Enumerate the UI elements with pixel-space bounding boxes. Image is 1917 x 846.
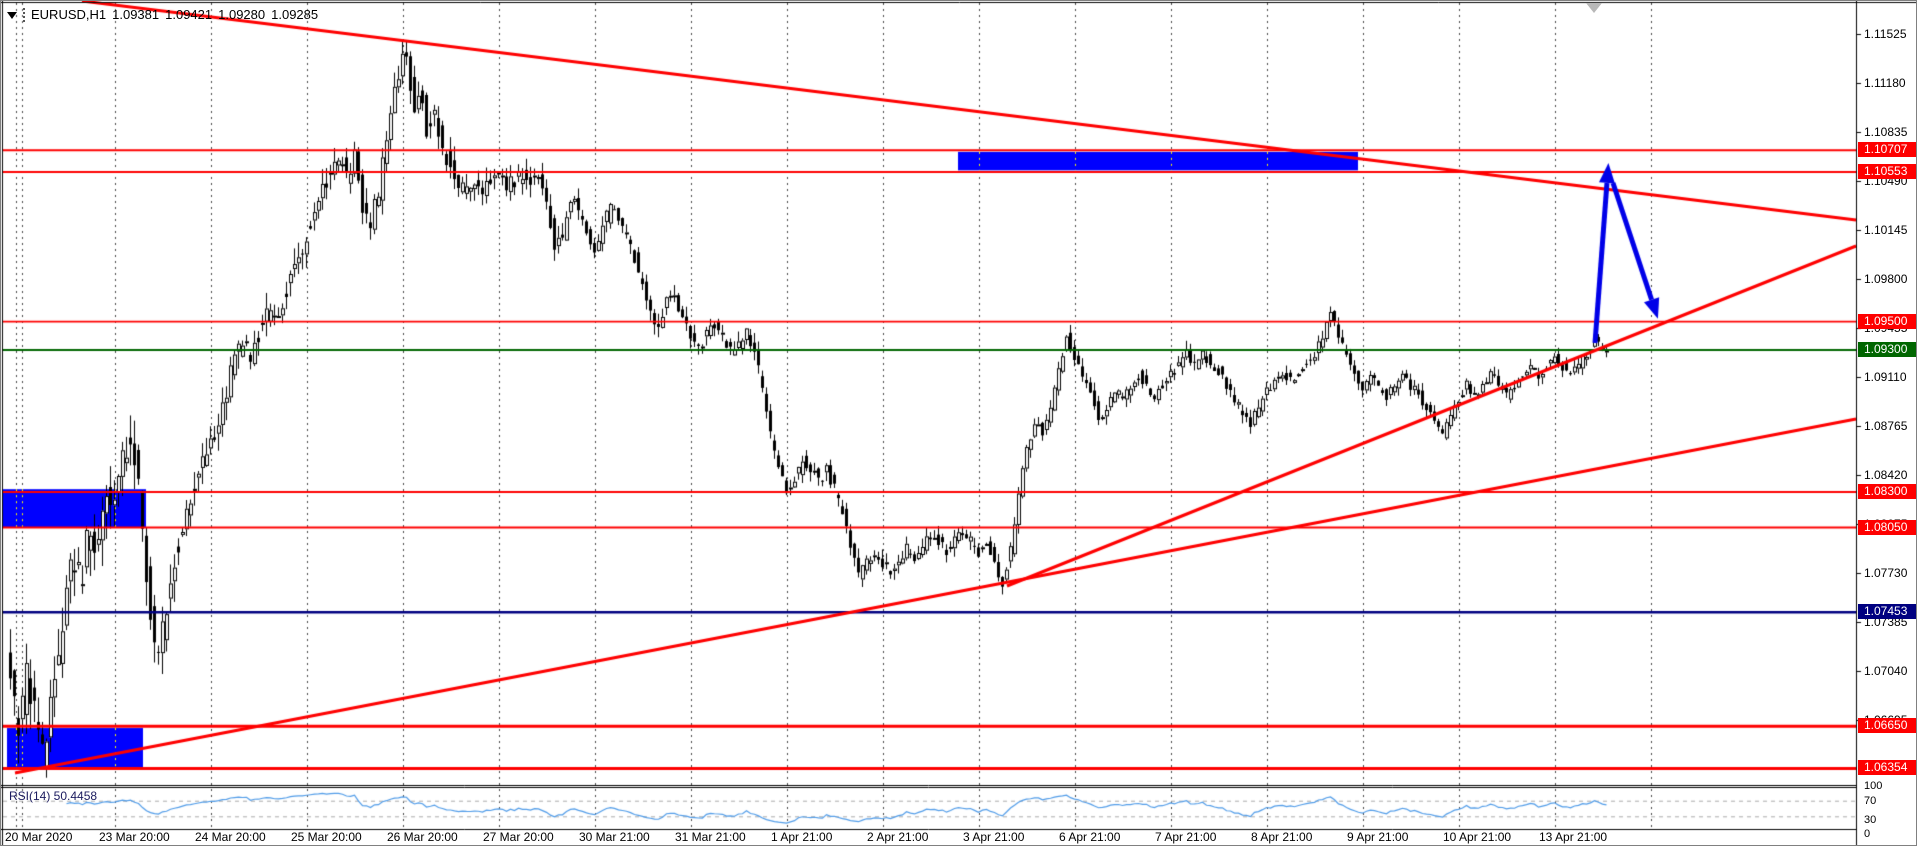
chart-dropdown-icon[interactable] (7, 12, 17, 19)
price-level-badge: 1.08050 (1858, 519, 1916, 535)
price-tick-label: 1.10145 (1864, 222, 1908, 237)
price-level-badge: 1.06354 (1858, 760, 1916, 776)
quote-high: 1.09421 (165, 7, 213, 22)
price-tick-label: 1.08765 (1864, 418, 1908, 433)
time-tick-label: 30 Mar 21:00 (579, 830, 650, 844)
rsi-tick-label: 30 (1864, 814, 1877, 827)
price-tick-label: 1.09800 (1864, 271, 1908, 286)
autoscroll-marker-icon[interactable] (1586, 3, 1602, 13)
header-divider (23, 7, 25, 22)
time-tick-label: 8 Apr 21:00 (1251, 830, 1313, 844)
time-tick-label: 13 Apr 21:00 (1539, 830, 1608, 844)
time-tick-label: 10 Apr 21:00 (1443, 830, 1512, 844)
time-tick-label: 7 Apr 21:00 (1155, 830, 1217, 844)
price-tick-label: 1.10835 (1864, 124, 1908, 139)
time-tick-label: 26 Mar 20:00 (387, 830, 458, 844)
price-level-badge: 1.09500 (1858, 313, 1916, 329)
time-tick-label: 1 Apr 21:00 (771, 830, 833, 844)
rsi-tick-label: 70 (1864, 794, 1877, 807)
time-tick-label: 25 Mar 20:00 (291, 830, 362, 844)
time-tick-label: 24 Mar 20:00 (195, 830, 266, 844)
time-tick-label: 27 Mar 20:00 (483, 830, 554, 844)
rsi-tick-label: 100 (1864, 780, 1883, 792)
price-level-badge: 1.08300 (1858, 484, 1916, 500)
quote-low: 1.09280 (218, 7, 266, 22)
time-tick-label: 2 Apr 21:00 (867, 830, 929, 844)
time-tick-label: 20 Mar 2020 (5, 830, 73, 844)
price-tick-label: 1.11180 (1864, 75, 1906, 90)
chart-header: EURUSD,H1 1.09381 1.09421 1.09280 1.0928… (7, 7, 318, 22)
rsi-indicator-label: RSI(14) 50.4458 (9, 789, 98, 803)
quote-open: 1.09381 (112, 7, 160, 22)
quote-close: 1.09285 (271, 7, 319, 22)
price-tick-label: 1.08420 (1864, 467, 1908, 482)
price-level-badge: 1.06650 (1858, 718, 1916, 734)
time-tick-label: 23 Mar 20:00 (99, 830, 170, 844)
price-tick-label: 1.07040 (1864, 663, 1908, 678)
price-level-badge: 1.09300 (1858, 342, 1916, 357)
symbol-period-label: EURUSD,H1 (31, 7, 107, 22)
rsi-tick-label: 0 (1864, 828, 1871, 840)
time-tick-label: 3 Apr 21:00 (963, 830, 1025, 844)
time-tick-label: 31 Mar 21:00 (675, 830, 746, 844)
price-tick-label: 1.11525 (1864, 27, 1907, 41)
time-tick-label: 9 Apr 21:00 (1347, 830, 1409, 844)
price-tick-label: 1.09110 (1864, 369, 1907, 384)
price-level-badge: 1.10553 (1858, 164, 1916, 180)
price-level-badge: 1.10707 (1858, 142, 1916, 158)
price-level-badge: 1.07453 (1858, 604, 1916, 620)
time-tick-label: 6 Apr 21:00 (1059, 830, 1121, 844)
price-tick-label: 1.07730 (1864, 565, 1908, 580)
